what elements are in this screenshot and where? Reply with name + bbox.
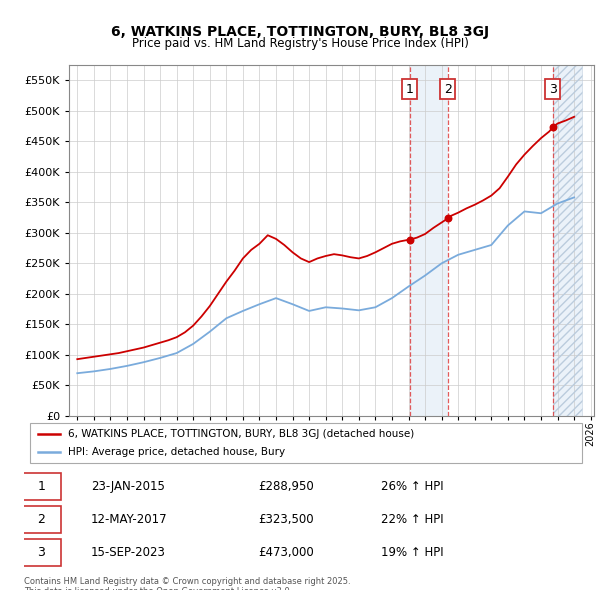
Bar <box>553 65 583 416</box>
FancyBboxPatch shape <box>30 423 582 463</box>
Text: £323,500: £323,500 <box>259 513 314 526</box>
Text: 3: 3 <box>549 83 557 96</box>
Text: 23-JAN-2015: 23-JAN-2015 <box>91 480 165 493</box>
Point <box>548 123 558 132</box>
Point <box>443 214 452 223</box>
Text: £473,000: £473,000 <box>259 546 314 559</box>
Text: Price paid vs. HM Land Registry's House Price Index (HPI): Price paid vs. HM Land Registry's House … <box>131 37 469 50</box>
Bar <box>410 65 448 416</box>
Text: 1: 1 <box>406 83 414 96</box>
Text: 1: 1 <box>37 480 45 493</box>
Text: 6, WATKINS PLACE, TOTTINGTON, BURY, BL8 3GJ: 6, WATKINS PLACE, TOTTINGTON, BURY, BL8 … <box>111 25 489 39</box>
Bar <box>553 65 583 416</box>
Text: 15-SEP-2023: 15-SEP-2023 <box>91 546 166 559</box>
Text: 26% ↑ HPI: 26% ↑ HPI <box>381 480 444 493</box>
Text: 19% ↑ HPI: 19% ↑ HPI <box>381 546 444 559</box>
FancyBboxPatch shape <box>21 506 61 533</box>
FancyBboxPatch shape <box>21 539 61 566</box>
Text: 6, WATKINS PLACE, TOTTINGTON, BURY, BL8 3GJ (detached house): 6, WATKINS PLACE, TOTTINGTON, BURY, BL8 … <box>68 429 414 439</box>
Text: £288,950: £288,950 <box>259 480 314 493</box>
Text: 2: 2 <box>444 83 452 96</box>
Text: Contains HM Land Registry data © Crown copyright and database right 2025.
This d: Contains HM Land Registry data © Crown c… <box>24 577 350 590</box>
Text: 22% ↑ HPI: 22% ↑ HPI <box>381 513 444 526</box>
Point <box>405 235 415 244</box>
Text: 12-MAY-2017: 12-MAY-2017 <box>91 513 167 526</box>
Text: 3: 3 <box>37 546 45 559</box>
FancyBboxPatch shape <box>21 473 61 500</box>
Text: 2: 2 <box>37 513 45 526</box>
Text: HPI: Average price, detached house, Bury: HPI: Average price, detached house, Bury <box>68 447 284 457</box>
